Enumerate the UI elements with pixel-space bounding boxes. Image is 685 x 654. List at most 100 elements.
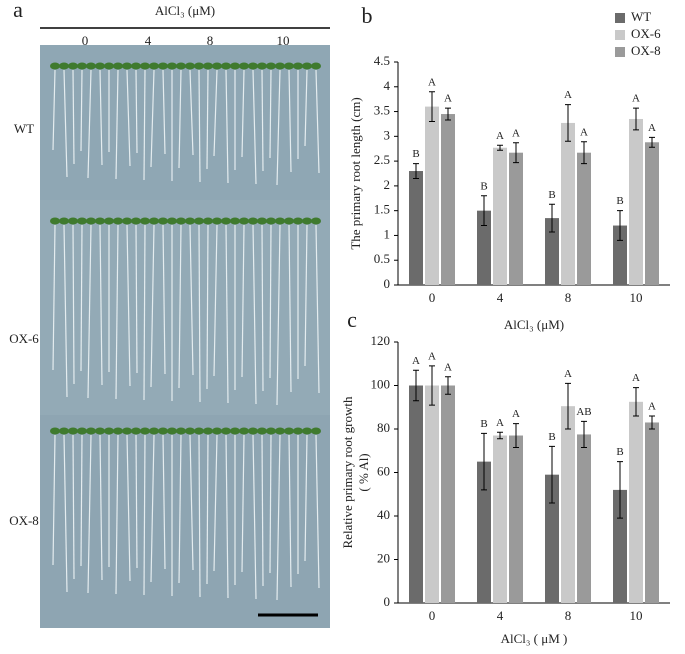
root [198, 434, 201, 598]
significance-letter: A [564, 368, 572, 380]
leaf [266, 427, 276, 435]
leaf [158, 217, 168, 225]
error-bar [429, 91, 435, 122]
leaf [293, 62, 303, 70]
significance-letter: A [496, 417, 504, 429]
leaf [293, 427, 303, 435]
bar [629, 118, 643, 285]
x-tick-label: 8 [565, 608, 572, 623]
bar [441, 385, 455, 603]
root [178, 69, 182, 169]
root [198, 69, 201, 183]
root [269, 434, 272, 574]
bar [409, 385, 423, 603]
bar [645, 142, 659, 285]
significance-letter: B [412, 148, 419, 160]
root [288, 434, 292, 588]
leaf [167, 217, 177, 225]
leaf [131, 427, 141, 435]
root [304, 224, 308, 367]
leaf [302, 62, 312, 70]
root [63, 224, 68, 398]
leaf [140, 62, 150, 70]
y-axis-title: Relative primary root growth [340, 396, 355, 548]
leaf [221, 62, 231, 70]
root [162, 434, 166, 570]
bar [545, 218, 559, 285]
leaf [68, 217, 78, 225]
error-bar [413, 163, 419, 179]
leaf [311, 62, 321, 70]
bar [509, 435, 523, 603]
leaf [104, 62, 114, 70]
leaf [185, 427, 195, 435]
significance-letter: A [648, 122, 656, 134]
leaf [149, 427, 159, 435]
root [213, 434, 218, 572]
y-tick-label: 1 [384, 226, 391, 241]
bar [561, 122, 575, 285]
root [213, 69, 218, 157]
significance-letter: A [564, 89, 572, 101]
root [198, 224, 201, 403]
root [143, 224, 146, 401]
bar [561, 406, 575, 603]
x-tick-label: 4 [497, 608, 504, 623]
leaf [185, 62, 195, 70]
leaf [248, 427, 258, 435]
y-tick-label: 100 [371, 376, 391, 391]
legend-label: OX-6 [631, 26, 661, 41]
root [252, 69, 257, 185]
significance-letter: A [632, 372, 640, 384]
leaf [203, 427, 213, 435]
error-bar [581, 141, 587, 165]
leaf [50, 427, 60, 435]
root [150, 434, 155, 583]
error-bar [445, 376, 451, 395]
leaf [266, 62, 276, 70]
error-bar [497, 144, 503, 151]
root [99, 69, 103, 166]
root [80, 69, 83, 152]
error-bar [429, 365, 435, 406]
y-tick-label: 2 [384, 177, 391, 192]
root [252, 434, 257, 600]
leaf [257, 427, 267, 435]
root [178, 224, 182, 389]
significance-letter: B [548, 431, 555, 443]
root [276, 224, 281, 406]
bar [493, 435, 507, 603]
bar [645, 422, 659, 603]
x-tick-label: 8 [565, 290, 572, 305]
leaf [113, 217, 123, 225]
root [162, 224, 166, 375]
root [52, 434, 56, 566]
bar [577, 434, 591, 603]
root [178, 434, 182, 584]
leaf [275, 217, 285, 225]
error-bar [513, 423, 519, 448]
leaf [239, 62, 249, 70]
x-tick-label: 0 [429, 290, 436, 305]
root [150, 69, 155, 168]
leaf [239, 217, 249, 225]
significance-letter: B [616, 446, 623, 458]
leaf [311, 217, 321, 225]
significance-letter: A [580, 126, 588, 138]
significance-letter: A [632, 93, 640, 105]
bar [493, 147, 507, 285]
column-label: 4 [145, 33, 152, 48]
root [225, 69, 229, 184]
leaf [248, 62, 258, 70]
root [162, 69, 166, 155]
plate-ox8 [40, 415, 330, 628]
leaf [257, 217, 267, 225]
significance-letter: A [512, 127, 520, 139]
root [225, 224, 229, 404]
bar [613, 225, 627, 285]
root [115, 434, 119, 595]
leaf [185, 217, 195, 225]
y-tick-label: 2.5 [374, 152, 390, 167]
leaf [275, 427, 285, 435]
root [52, 224, 56, 371]
